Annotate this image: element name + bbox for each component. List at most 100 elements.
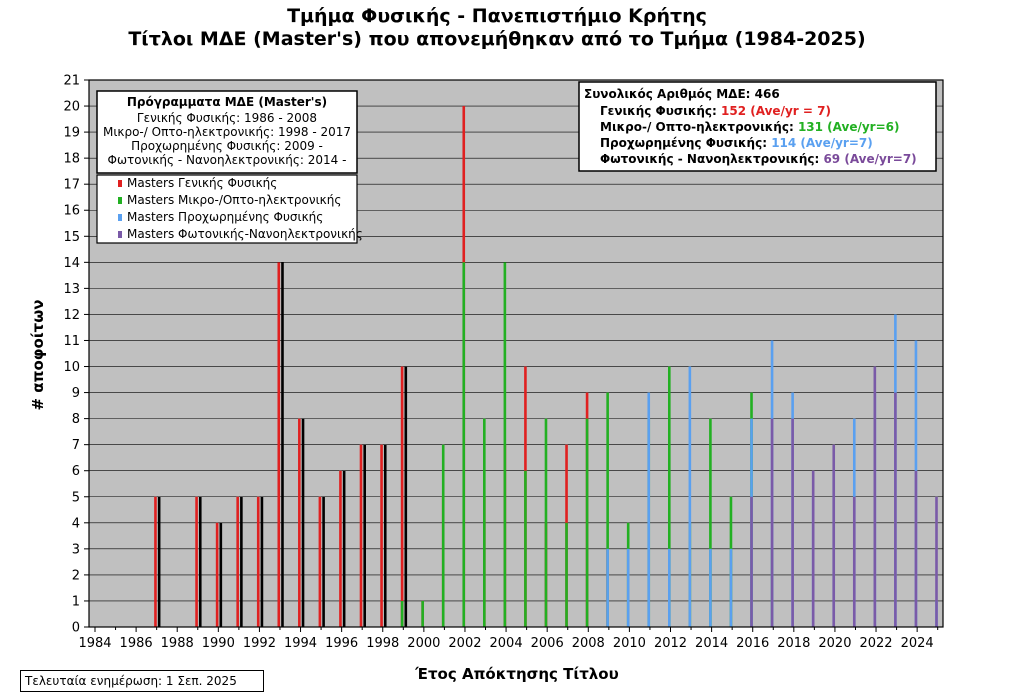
y-tick-label: 7 (72, 438, 80, 453)
x-tick-label: 1988 (161, 636, 194, 651)
bar (935, 496, 938, 627)
plot-frame (88, 79, 944, 628)
y-tick-label: 10 (63, 360, 80, 375)
x-tick-label: 2016 (736, 636, 769, 651)
legend-swatch (118, 180, 122, 187)
bar (359, 444, 363, 627)
bar (318, 496, 322, 627)
y-tick-label: 4 (72, 516, 80, 531)
bar (524, 470, 527, 627)
total-bar (157, 496, 161, 627)
bar (750, 496, 753, 627)
x-tick-label: 2014 (695, 636, 728, 651)
programs-box-title: Πρόγραμματα ΜΔΕ (Master's) (127, 95, 327, 109)
bar (894, 392, 897, 627)
total-bar (260, 496, 264, 627)
bar (647, 392, 651, 627)
y-tick-label: 8 (72, 412, 80, 427)
bar (791, 418, 794, 627)
bar (256, 496, 260, 627)
y-tick-label: 0 (72, 621, 80, 636)
bar (832, 444, 836, 627)
bar (483, 418, 486, 627)
legend-label: Masters Φωτονικής-Νανοηλεκτρονικής (127, 227, 363, 241)
bar (236, 496, 239, 627)
bar (503, 262, 507, 627)
x-tick-label: 1984 (78, 636, 111, 651)
x-tick-label: 2000 (407, 636, 440, 651)
bar (421, 600, 424, 627)
x-tick-label: 2018 (777, 636, 810, 651)
total-bar (363, 444, 366, 627)
y-tick-label: 16 (63, 204, 80, 219)
bar (729, 548, 733, 627)
programs-box-line: Φωτονικής - Νανοηλεκτρονικής: 2014 - (108, 153, 347, 167)
total-bar (240, 496, 243, 627)
y-tick-label: 14 (63, 256, 80, 271)
totals-row: Γενικής Φυσικής: 152 (Ave/yr = 7) (600, 104, 831, 118)
y-tick-label: 17 (63, 178, 80, 193)
programs-box-line: Μικρο-/ Οπτο-ηλεκτρονικής: 1998 - 2017 (103, 125, 351, 139)
bar (873, 366, 877, 627)
totals-row: Φωτονικής - Νανοηλεκτρονικής: 69 (Ave/yr… (600, 152, 917, 166)
x-tick-label: 1992 (243, 636, 276, 651)
x-tick-label: 2010 (613, 636, 646, 651)
legend-swatch (118, 197, 122, 204)
programs-box: Πρόγραμματα ΜΔΕ (Master's) Γενικής Φυσικ… (96, 90, 358, 174)
legend: Masters Γενικής Φυσικής Masters Μικρο-/Οπ… (96, 174, 363, 244)
y-tick-label: 18 (63, 152, 80, 167)
bar (277, 262, 281, 627)
chart-title-line2: Τίτλοι ΜΔΕ (Master's) που απονεμήθηκαν α… (128, 28, 865, 50)
total-bar (322, 496, 325, 627)
bar (298, 418, 301, 627)
bar (709, 548, 712, 627)
legend-label: Masters Προχωρημένης Φυσικής (127, 210, 323, 224)
x-tick-label: 2024 (901, 636, 934, 651)
total-bar (301, 418, 305, 627)
bar (154, 496, 157, 627)
x-axis-label: Έτος Απόκτησης Τίτλου (414, 665, 618, 683)
y-tick-label: 9 (72, 386, 80, 401)
bar (667, 548, 671, 627)
x-tick-label: 2008 (572, 636, 605, 651)
bars (154, 106, 938, 628)
y-axis-label: # αποφοίτων (29, 300, 47, 411)
bar (195, 496, 198, 627)
programs-box-line: Γενικής Φυσικής: 1986 - 2008 (137, 111, 317, 125)
x-tick-label: 1990 (202, 636, 235, 651)
legend-label: Masters Γενικής Φυσικής (127, 176, 277, 190)
total-bar (198, 496, 202, 627)
bar (339, 470, 342, 627)
totals-row: Προχωρημένης Φυσικής: 114 (Ave/yr=7) (600, 136, 873, 150)
x-tick-label: 2002 (448, 636, 481, 651)
bar (770, 418, 774, 627)
total-bar (281, 262, 284, 627)
legend-label: Masters Μικρο-/Οπτο-ηλεκτρονικής (127, 193, 341, 207)
bar (585, 418, 589, 627)
legend-swatch (118, 214, 122, 221)
bar (914, 470, 918, 627)
y-tick-label: 15 (63, 230, 80, 245)
x-tick-label: 1998 (366, 636, 399, 651)
bar (380, 444, 383, 627)
chart-title-line1: Τμήμα Φυσικής - Πανεπιστήμιο Κρήτης (287, 5, 707, 27)
bar (400, 366, 404, 627)
bar (544, 418, 548, 627)
y-tick-label: 2 (72, 568, 80, 583)
totals-box: Συνολικός Αριθμός ΜΔΕ: 466 Γενικής Φυσικ… (578, 81, 937, 172)
x-tick-label: 2020 (818, 636, 851, 651)
y-tick-label: 21 (63, 74, 80, 89)
y-tick-label: 12 (63, 308, 80, 323)
total-bar (404, 366, 408, 627)
bar (667, 366, 671, 627)
x-tick-label: 1986 (120, 636, 153, 651)
y-tick-label: 6 (72, 464, 80, 479)
x-tick-label: 2022 (859, 636, 892, 651)
bar (709, 418, 712, 627)
bar (852, 496, 856, 627)
y-tick-label: 11 (63, 334, 80, 349)
bar (462, 262, 466, 627)
x-tick-label: 2006 (531, 636, 564, 651)
